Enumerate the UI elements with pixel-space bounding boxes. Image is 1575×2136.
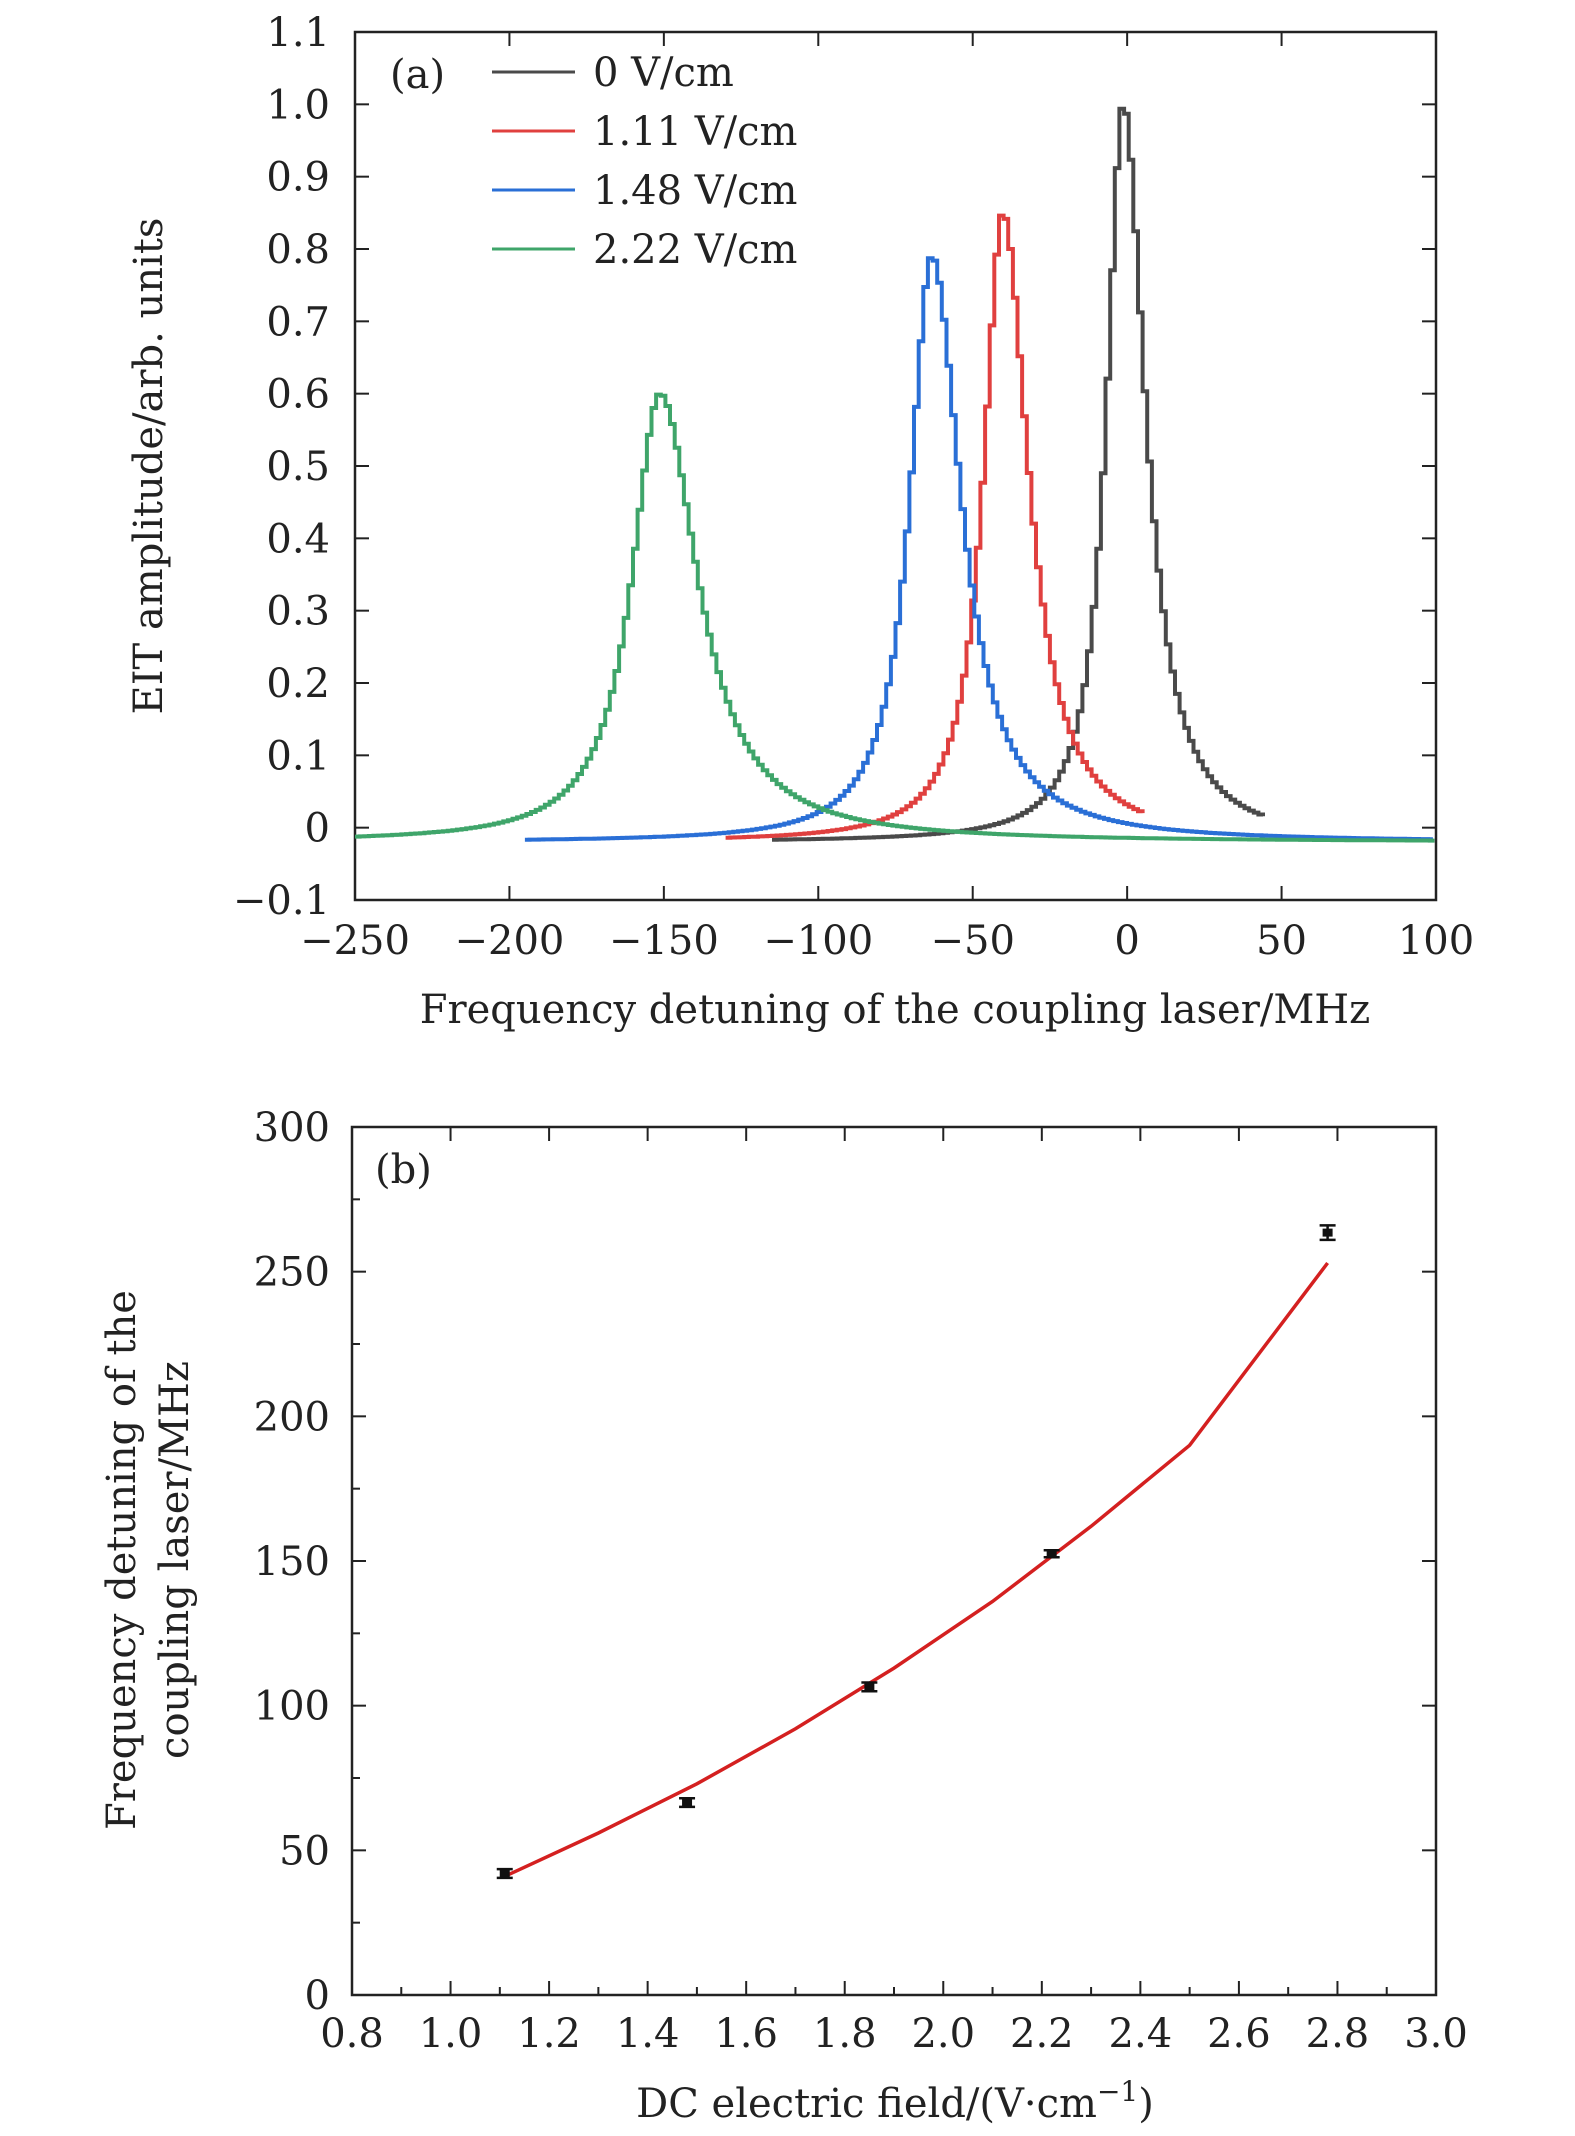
y-tick-label-a: −0.1 — [233, 878, 330, 924]
fit-curve-group — [503, 1261, 1329, 1878]
y-axis-label-a: EIT amplitude/arb. units — [126, 218, 172, 715]
x-tick-label-b: 1.8 — [813, 2011, 877, 2057]
legend-label-1: 1.11 V/cm — [593, 109, 797, 155]
x-tick-label-b: 3.0 — [1404, 2011, 1468, 2057]
y-axis-label-b-line2: coupling laser/MHz — [152, 1361, 198, 1759]
y-tick-label-a: 0.1 — [266, 733, 330, 779]
x-tick-label-a: −150 — [609, 918, 719, 964]
x-tick-label-a: −100 — [763, 918, 873, 964]
y-tick-label-b: 250 — [254, 1250, 330, 1296]
legend-a: 0 V/cm 1.11 V/cm 1.48 V/cm 2.22 V/cm — [492, 50, 797, 273]
y-tick-label-a: 0.4 — [266, 516, 330, 562]
x-tick-label-a: −250 — [300, 918, 410, 964]
series-line-2 — [524, 256, 1433, 842]
data-point-0 — [496, 1867, 513, 1880]
legend-label-0: 0 V/cm — [593, 50, 734, 96]
legend-label-2: 1.48 V/cm — [593, 168, 797, 214]
legend-label-3: 2.22 V/cm — [593, 227, 797, 273]
axes-a: −250 −200 −150 −100 −50 0 50 100 −0.1 0 0.1 0.2 0.3 0… — [233, 10, 1474, 964]
series-line-0 — [772, 106, 1265, 842]
panel-label-a: (a) — [390, 52, 445, 98]
x-tick-label-b: 2.2 — [1010, 2011, 1074, 2057]
series-line-1 — [725, 213, 1145, 840]
x-axis-label-b: DC electric field/(V·cm−1) — [636, 2075, 1154, 2128]
y-tick-label-b: 200 — [254, 1394, 330, 1440]
y-tick-label-a: 0.2 — [266, 661, 330, 707]
panel-b-detuning-vs-field: 0.8 1.0 1.2 1.4 1.6 1.8 2.0 2.2 2.4 2.6 2.8 3.0 0 50 1… — [99, 1105, 1468, 2127]
point-marker — [1046, 1549, 1057, 1558]
data-point-2 — [861, 1681, 878, 1693]
x-tick-label-b: 2.6 — [1207, 2011, 1271, 2057]
data-point-4 — [1319, 1224, 1336, 1242]
x-tick-label-a: 0 — [1114, 918, 1139, 964]
y-tick-label-a: 0.5 — [266, 444, 330, 490]
y-tick-label-b: 100 — [254, 1684, 330, 1730]
x-tick-label-b: 1.4 — [616, 2011, 680, 2057]
panel-a-eit-spectra: −250 −200 −150 −100 −50 0 50 100 −0.1 0 0.1 0.2 0.3 0… — [126, 10, 1474, 1033]
x-axis-label-a: Frequency detuning of the coupling laser… — [420, 987, 1371, 1033]
fit-curve — [503, 1261, 1329, 1878]
data-point-3 — [1043, 1549, 1060, 1559]
y-tick-label-a: 0 — [305, 806, 330, 852]
y-tick-label-b: 50 — [279, 1828, 330, 1874]
x-tick-label-b: 2.0 — [911, 2011, 975, 2057]
y-tick-label-a: 0.8 — [266, 227, 330, 273]
plot-frame-a — [353, 30, 1438, 902]
x-tick-label-b: 2.8 — [1306, 2011, 1370, 2057]
data-point-1 — [679, 1797, 696, 1809]
x-tick-label-b: 1.6 — [714, 2011, 778, 2057]
series-group-a — [355, 106, 1435, 843]
x-tick-label-b: 2.4 — [1109, 2011, 1173, 2057]
series-line-3 — [355, 392, 1435, 843]
x-tick-label-a: −200 — [454, 918, 564, 964]
x-tick-label-a: −50 — [931, 918, 1015, 964]
x-tick-label-a: 100 — [1398, 918, 1474, 964]
x-tick-label-a: 50 — [1256, 918, 1307, 964]
y-tick-label-b: 300 — [254, 1105, 330, 1151]
y-axis-label-b-line1: Frequency detuning of the — [99, 1290, 145, 1830]
y-tick-label-a: 0.6 — [266, 372, 330, 418]
axes-b: 0.8 1.0 1.2 1.4 1.6 1.8 2.0 2.2 2.4 2.6 2.8 3.0 0 50 1… — [254, 1105, 1468, 2057]
plot-frame-b — [350, 1125, 1438, 1997]
x-tick-label-b: 0.8 — [320, 2011, 384, 2057]
point-marker — [499, 1869, 510, 1878]
y-tick-label-a: 0.7 — [266, 299, 330, 345]
y-tick-label-b: 0 — [305, 1973, 330, 2019]
y-tick-label-a: 1.1 — [266, 10, 330, 56]
panel-label-b: (b) — [375, 1147, 432, 1193]
data-points-group — [496, 1224, 1336, 1880]
y-tick-label-a: 0.9 — [266, 155, 330, 201]
point-marker — [864, 1682, 875, 1691]
point-marker — [1322, 1228, 1333, 1237]
point-marker — [682, 1798, 693, 1807]
x-tick-label-b: 1.0 — [419, 2011, 483, 2057]
y-tick-label-a: 0.3 — [266, 589, 330, 635]
x-tick-label-b: 1.2 — [517, 2011, 581, 2057]
y-tick-label-b: 150 — [254, 1539, 330, 1585]
y-tick-label-a: 1.0 — [266, 82, 330, 128]
